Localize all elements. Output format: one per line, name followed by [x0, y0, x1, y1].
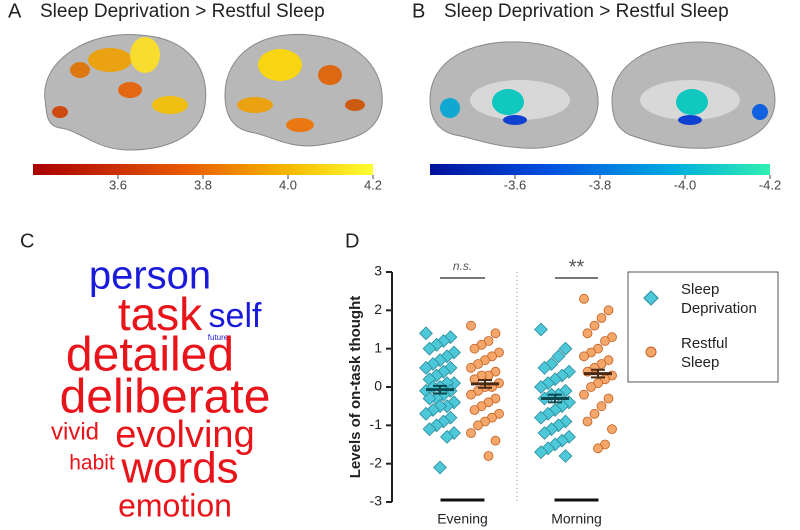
- data-point: [440, 399, 454, 414]
- data-point: [603, 305, 614, 316]
- word: emotion: [118, 487, 232, 523]
- data-point: [600, 336, 610, 346]
- y-axis-label: Levels of on-task thought: [347, 296, 364, 479]
- significance-label: n.s.: [453, 259, 472, 273]
- word: task: [118, 288, 203, 340]
- data-point: [596, 313, 607, 323]
- brain-images-b: [429, 41, 776, 149]
- data-point: [440, 429, 454, 444]
- data-point: [419, 406, 433, 421]
- word: vivid: [51, 418, 99, 445]
- y-tick-label: 1: [374, 339, 382, 355]
- data-point: [466, 389, 476, 400]
- colorbar-tick-label: 3.8: [194, 177, 212, 192]
- data-point: [466, 362, 476, 373]
- data-point: [490, 328, 501, 339]
- colorbar-tick-label: -4.2: [759, 177, 781, 192]
- data-point: [589, 408, 600, 419]
- legend-marker: [643, 290, 659, 306]
- panel-label: D: [345, 230, 359, 252]
- data-point: [537, 426, 552, 440]
- word: habit: [69, 452, 115, 475]
- data-point: [466, 428, 476, 438]
- data-point: [593, 443, 603, 454]
- data-point: [582, 416, 593, 427]
- data-point: [596, 401, 607, 412]
- data-point: [422, 341, 437, 356]
- colorbar-tick-label: 4.2: [364, 177, 382, 192]
- y-tick-label: 0: [374, 378, 382, 394]
- y-tick-label: -1: [370, 416, 383, 432]
- data-point: [586, 382, 596, 392]
- data-point: [419, 326, 433, 341]
- brain-images-a: [44, 33, 383, 151]
- word: deliberate: [60, 371, 271, 424]
- colorbar-tick-label: -3.6: [504, 177, 526, 192]
- colorbar-tick-label: -4.0: [674, 177, 696, 192]
- data-point: [534, 380, 548, 394]
- data-point: [537, 360, 552, 375]
- panel-label: C: [20, 230, 34, 252]
- panel-label: B: [412, 0, 425, 22]
- data-point: [473, 420, 483, 431]
- data-point: [469, 343, 480, 354]
- data-point: [579, 293, 589, 304]
- data-point: [483, 451, 494, 461]
- legend-label: Sleep Deprivation: [681, 281, 757, 317]
- data-point: [558, 449, 573, 463]
- legend-label: Restful Sleep: [681, 335, 728, 371]
- data-point: [466, 320, 476, 331]
- data-point: [582, 328, 593, 339]
- data-point: [579, 351, 589, 362]
- data-point: [607, 424, 617, 435]
- word: detailed: [66, 329, 234, 382]
- data-point: [422, 422, 437, 437]
- data-point: [469, 405, 480, 415]
- colorbar-tick-label: 3.6: [109, 177, 127, 192]
- data-point: [603, 393, 614, 404]
- data-point: [589, 320, 600, 331]
- y-tick-label: 3: [374, 263, 382, 279]
- word: person: [89, 254, 211, 298]
- word: evolving: [115, 414, 254, 456]
- data-point: [558, 341, 573, 356]
- word: words: [120, 444, 238, 493]
- data-point: [422, 391, 437, 406]
- y-tick-label: -3: [370, 493, 383, 509]
- data-point: [433, 460, 447, 475]
- legend-marker: [645, 346, 657, 358]
- data-point: [551, 349, 566, 364]
- y-tick-label: -2: [370, 454, 383, 470]
- word: self: [209, 297, 262, 335]
- panel-title: Sleep Deprivation > Restful Sleep: [40, 1, 325, 22]
- legend-box: [627, 271, 779, 383]
- data-point: [579, 389, 589, 400]
- panel-label: A: [8, 0, 22, 22]
- significance-label: **: [569, 256, 585, 278]
- data-point: [419, 360, 433, 375]
- panel-title: Sleep Deprivation > Restful Sleep: [444, 1, 729, 22]
- y-tick-label: 2: [374, 301, 382, 317]
- x-tick-label: Evening: [437, 511, 488, 527]
- colorbar: [430, 164, 770, 175]
- data-point: [534, 410, 548, 425]
- colorbar-tick-label: 4.0: [279, 177, 297, 192]
- data-point: [490, 435, 501, 446]
- data-point: [534, 322, 548, 337]
- colorbar-tick-label: -3.8: [589, 177, 611, 192]
- data-point: [534, 445, 548, 460]
- word: future: [208, 333, 229, 342]
- colorbar: [33, 164, 373, 175]
- x-tick-label: Morning: [551, 511, 602, 527]
